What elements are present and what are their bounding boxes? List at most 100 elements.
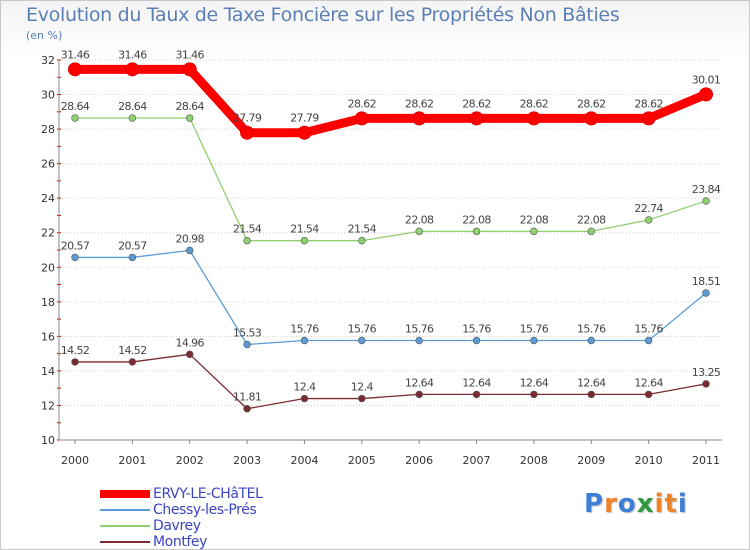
- data-label: 27.79: [233, 112, 262, 125]
- legend-item: ERVY-LE-CHâTEL: [100, 486, 263, 502]
- data-point: [182, 62, 197, 77]
- x-tick-label: 2010: [635, 454, 663, 467]
- x-tick-label: 2005: [348, 454, 376, 467]
- legend-swatch: [100, 525, 150, 527]
- data-point: [71, 358, 79, 366]
- data-point: [644, 390, 653, 399]
- chart-legend: ERVY-LE-CHâTEL Chessy-les-Prés Davrey Montf…: [100, 486, 263, 550]
- data-point: [128, 358, 137, 366]
- y-tick-label: 22: [41, 227, 55, 240]
- data-label: 22.74: [634, 202, 663, 215]
- data-label: 31.46: [118, 48, 147, 61]
- data-label: 28.62: [634, 97, 663, 110]
- data-point: [702, 380, 710, 388]
- legend-label: Davrey: [153, 518, 201, 534]
- data-label: 13.25: [692, 366, 721, 379]
- data-label: 31.46: [61, 48, 90, 61]
- y-tick-label: 20: [41, 261, 55, 274]
- data-label: 14.52: [61, 344, 90, 357]
- data-label: 23.84: [692, 183, 721, 196]
- data-label: 20.98: [175, 232, 204, 245]
- data-label: 15.76: [290, 323, 319, 336]
- data-point: [186, 114, 194, 122]
- data-label: 15.76: [520, 323, 549, 336]
- data-point: [587, 390, 595, 399]
- y-tick-label: 28: [41, 123, 55, 136]
- data-point: [125, 62, 140, 77]
- data-label: 15.76: [462, 323, 491, 336]
- data-point: [587, 336, 595, 345]
- data-label: 22.08: [520, 213, 549, 226]
- data-label: 12.64: [405, 376, 434, 389]
- data-label: 28.64: [175, 100, 204, 113]
- data-point: [297, 125, 312, 140]
- x-tick-label: 2004: [290, 454, 318, 467]
- data-point: [415, 336, 423, 345]
- data-point: [300, 394, 309, 403]
- proxiti-logo: Proxiti: [584, 489, 688, 519]
- x-tick-label: 2009: [577, 454, 605, 467]
- data-point: [240, 125, 255, 140]
- data-label: 27.79: [290, 112, 319, 125]
- data-label: 20.57: [61, 239, 90, 252]
- data-label: 12.4: [293, 381, 316, 394]
- data-label: 28.64: [61, 100, 90, 113]
- data-point: [469, 111, 484, 126]
- series-line-2: [74, 117, 707, 242]
- data-label: 14.52: [118, 344, 147, 357]
- data-label: 28.64: [118, 100, 147, 113]
- x-tick-label: 2011: [692, 454, 720, 467]
- data-point: [243, 340, 251, 349]
- data-point: [415, 390, 423, 399]
- data-point: [300, 336, 309, 345]
- x-tick-label: 2006: [405, 454, 433, 467]
- legend-label: Chessy-les-Prés: [153, 502, 257, 518]
- data-point: [644, 336, 653, 345]
- series-line-0: [70, 64, 711, 138]
- data-point: [641, 111, 656, 126]
- data-label: 18.51: [692, 275, 721, 288]
- y-tick-label: 30: [41, 89, 55, 102]
- plot-area: [59, 60, 722, 440]
- y-tick-label: 32: [41, 54, 55, 67]
- data-label: 28.62: [405, 97, 434, 110]
- data-point: [358, 336, 366, 345]
- data-point: [530, 390, 538, 399]
- legend-label: ERVY-LE-CHâTEL: [153, 486, 263, 502]
- y-tick-label: 26: [41, 158, 55, 171]
- data-point: [128, 114, 137, 122]
- series-line-3: [74, 353, 707, 410]
- data-point: [472, 227, 481, 236]
- data-label: 15.76: [348, 323, 377, 336]
- legend-item: Chessy-les-Prés: [100, 502, 263, 518]
- data-label: 14.96: [175, 336, 204, 349]
- data-label: 12.64: [577, 376, 606, 389]
- data-label: 15.76: [634, 323, 663, 336]
- data-label: 20.57: [118, 239, 147, 252]
- data-label: 15.76: [405, 323, 434, 336]
- data-label: 28.62: [520, 97, 549, 110]
- data-label: 15.53: [233, 326, 262, 339]
- data-label: 28.62: [348, 97, 377, 110]
- data-point: [358, 394, 366, 403]
- x-tick-label: 2000: [61, 454, 89, 467]
- data-point: [71, 114, 79, 122]
- x-tick-label: 2008: [520, 454, 548, 467]
- legend-swatch: [100, 490, 150, 498]
- chart-title: Evolution du Taux de Taxe Foncière sur l…: [26, 4, 620, 26]
- data-point: [587, 227, 595, 236]
- y-tick-label: 24: [41, 192, 55, 205]
- data-point: [530, 336, 538, 345]
- data-point: [412, 111, 427, 126]
- data-point: [358, 236, 366, 245]
- data-label: 12.4: [351, 381, 374, 394]
- data-point: [128, 253, 137, 262]
- data-label: 30.01: [692, 73, 721, 86]
- data-label: 22.08: [577, 213, 606, 226]
- y-tick-label: 18: [41, 296, 55, 309]
- data-label: 28.62: [462, 97, 491, 110]
- data-point: [702, 289, 710, 297]
- data-point: [702, 197, 710, 205]
- x-tick-label: 2002: [176, 454, 204, 467]
- x-tick-label: 2007: [463, 454, 491, 467]
